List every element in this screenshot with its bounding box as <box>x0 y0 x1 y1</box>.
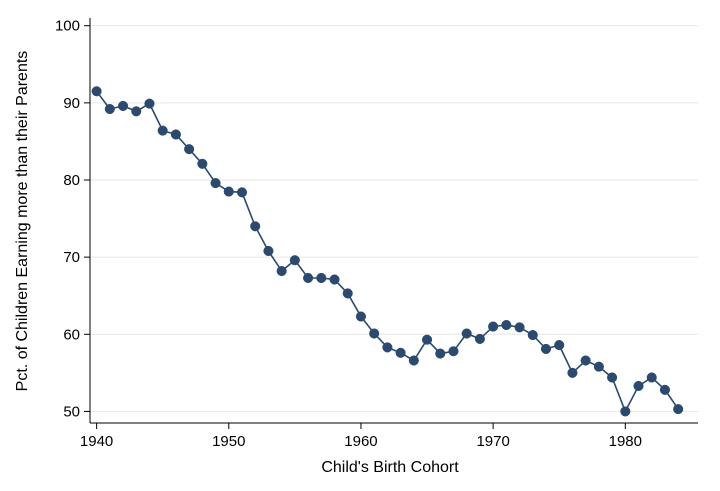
data-point-1946 <box>170 129 181 140</box>
data-point-1942 <box>117 100 129 111</box>
grid-lines <box>90 25 698 412</box>
data-point-1962 <box>382 342 393 353</box>
data-point-1978 <box>593 361 604 372</box>
data-point-1943 <box>131 106 142 117</box>
data-point-1964 <box>408 355 419 366</box>
data-point-1968 <box>461 328 472 339</box>
data-point-1974 <box>540 343 552 354</box>
ticks: 50 60 70 80 90 100 1940 1950 1960 1970 1980 <box>55 18 642 450</box>
y-tick-label-70: 70 <box>63 249 80 266</box>
data-point-1947 <box>184 144 195 155</box>
data-point-1953 <box>263 245 274 257</box>
data-point-1961 <box>369 328 380 339</box>
data-point-1957 <box>316 272 327 284</box>
data-point-1981 <box>633 380 644 392</box>
x-tick-label-1980: 1980 <box>609 433 642 450</box>
data-point-1952 <box>250 221 261 232</box>
data-point-1945 <box>157 125 168 136</box>
data-point-1944 <box>144 98 155 109</box>
x-tick-label-1940: 1940 <box>80 433 113 450</box>
data-point-1948 <box>197 158 208 169</box>
data-point-1973 <box>527 330 538 341</box>
data-point-1958 <box>329 274 340 285</box>
series-line-0 <box>95 90 679 414</box>
y-axis-title: Pct. of Children Earning more than their… <box>14 51 31 392</box>
x-tick-label-1970: 1970 <box>476 433 509 450</box>
y-tick-label-90: 90 <box>63 95 80 112</box>
y-tick-label-60: 60 <box>63 326 80 343</box>
x-tick-label-1950: 1950 <box>212 433 245 450</box>
data-point-1940 <box>91 86 102 97</box>
data-point-1951 <box>236 187 248 198</box>
data-point-1963 <box>395 347 406 358</box>
data-point-1954 <box>276 265 287 277</box>
data-point-1941 <box>104 103 115 115</box>
data-point-1971 <box>501 319 512 331</box>
data-point-1983 <box>659 384 671 395</box>
data-point-1972 <box>514 322 525 333</box>
y-tick-label-50: 50 <box>63 403 80 420</box>
data-point-1980 <box>620 406 631 417</box>
data-point-1969 <box>474 333 485 344</box>
data-point-1966 <box>435 348 446 359</box>
y-tick-label-80: 80 <box>63 172 80 189</box>
data-point-1975 <box>554 340 565 351</box>
data-point-1967 <box>448 346 459 357</box>
data-point-1960 <box>355 311 367 322</box>
x-axis-title: Child's Birth Cohort <box>321 459 459 476</box>
data-point-1959 <box>342 288 353 299</box>
data-point-1982 <box>646 372 657 383</box>
x-tick-label-1960: 1960 <box>344 433 377 450</box>
data-point-1949 <box>210 178 221 189</box>
data-point-1977 <box>580 355 591 366</box>
data-point-1976 <box>567 367 578 378</box>
data-point-1956 <box>303 272 314 284</box>
axes <box>89 18 698 424</box>
data-point-1979 <box>607 372 618 383</box>
data-point-1984 <box>673 404 684 415</box>
data-point-1965 <box>421 334 433 345</box>
data-series <box>91 86 684 417</box>
y-tick-label-100: 100 <box>55 18 80 35</box>
data-point-1955 <box>289 255 300 266</box>
data-point-1950 <box>223 186 234 197</box>
data-point-1970 <box>488 321 499 332</box>
